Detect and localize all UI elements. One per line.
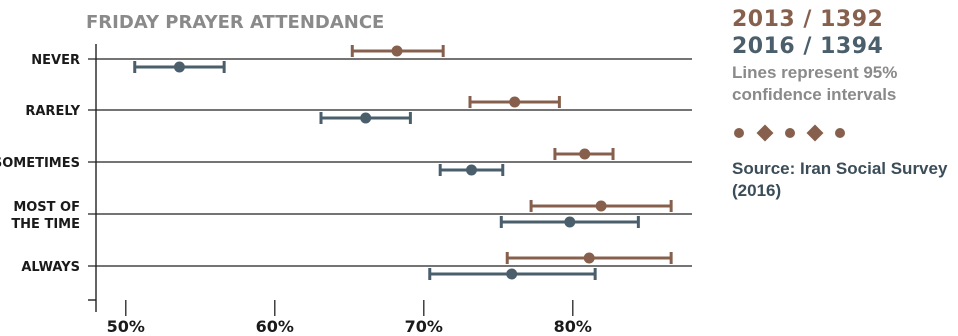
x-tick-label: 80% <box>554 317 592 336</box>
data-point <box>360 112 372 124</box>
chart: FRIDAY PRAYER ATTENDANCE NEVER RARELY SOME… <box>0 12 692 336</box>
ornament-dot-icon <box>835 128 845 138</box>
category-label: MOST OF THE TIME <box>11 200 80 232</box>
category-label: RARELY <box>25 104 80 119</box>
data-point <box>509 96 521 108</box>
source-note: Source: Iran Social Survey (2016) <box>732 159 948 200</box>
ornament-diamond-icon <box>756 124 774 142</box>
data-point <box>506 268 518 280</box>
data-point <box>583 252 595 264</box>
data-point <box>579 148 591 160</box>
data-point <box>564 216 576 228</box>
ornament-dot-icon <box>785 128 795 138</box>
chart-title: FRIDAY PRAYER ATTENDANCE <box>86 12 384 33</box>
category-label: ALWAYS <box>21 260 80 275</box>
x-tick-label: 70% <box>405 317 443 336</box>
legend-year-2016: 2016 / 1394 <box>732 34 884 59</box>
x-tick-label: 50% <box>107 317 145 336</box>
decorative-ornament <box>732 122 954 144</box>
data-point <box>391 45 403 57</box>
data-point <box>465 164 477 176</box>
data-point <box>595 200 607 212</box>
legend-panel: 2013 / 1392 2016 / 1394 Lines represent … <box>732 6 954 202</box>
category-label: NEVER <box>31 53 80 68</box>
confidence-note: Lines represent 95% confidence intervals <box>732 63 898 104</box>
x-tick-label: 60% <box>256 317 294 336</box>
category-label: SOMETIMES <box>0 156 80 171</box>
data-point <box>173 61 185 73</box>
ornament-dot-icon <box>734 128 744 138</box>
ornament-diamond-icon <box>806 124 824 142</box>
legend-year-2013: 2013 / 1392 <box>732 7 884 32</box>
